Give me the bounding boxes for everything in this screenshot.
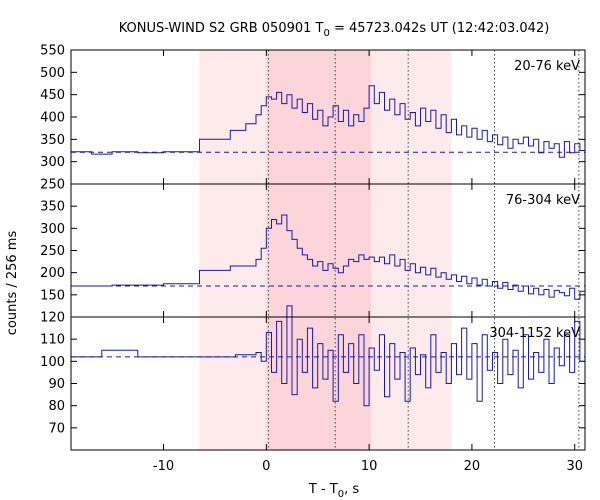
x-tick-label: 30	[566, 459, 583, 474]
y-axis-label: counts / 256 ms	[5, 231, 20, 336]
panel-0-ytick-label: 300	[40, 155, 65, 170]
panel-2-ytick-label: 80	[48, 399, 65, 414]
panel-2-energy-label: 304-1152 keV	[489, 326, 580, 341]
panel-2-ytick-label: 70	[48, 421, 65, 436]
panel-1-ytick-label: 250	[40, 244, 65, 259]
chart-title: KONUS-WIND S2 GRB 050901 T0 = 45723.042s…	[119, 21, 550, 39]
panel-1-ytick-label: 350	[40, 200, 65, 215]
panel-1-ytick-label: 150	[40, 288, 65, 303]
panel-0-ytick-label: 550	[40, 44, 65, 59]
panel-1-energy-label: 76-304 keV	[506, 193, 580, 208]
x-axis-label: T - T0, s	[308, 482, 359, 500]
panel-0-ytick-label: 250	[40, 178, 65, 193]
panel-1-lightcurve	[71, 214, 586, 300]
panel-0-energy-label: 20-76 keV	[514, 59, 580, 74]
x-tick-label: 0	[262, 459, 270, 474]
panel-2-ytick-label: 90	[48, 377, 65, 392]
x-tick-label: 20	[464, 459, 481, 474]
panel-0-ytick-label: 350	[40, 133, 65, 148]
panel-1-ytick-label: 300	[40, 222, 65, 237]
panel-2-ytick-label: 110	[40, 333, 65, 348]
panel-0-lightcurve	[71, 85, 586, 158]
panel-2-ytick-label: 100	[40, 355, 65, 370]
x-tick-label: 10	[361, 459, 378, 474]
panel-0-ytick-label: 400	[40, 111, 65, 126]
panel-2-frame	[70, 316, 586, 451]
panel-0-ytick-label: 500	[40, 66, 65, 81]
panel-1-ytick-label: 200	[40, 266, 65, 281]
panel-2-ytick-label: 120	[40, 311, 65, 326]
panel-0-ytick-label: 450	[40, 88, 65, 103]
panel-2-lightcurve	[71, 305, 586, 407]
x-tick-label: -10	[153, 459, 174, 474]
